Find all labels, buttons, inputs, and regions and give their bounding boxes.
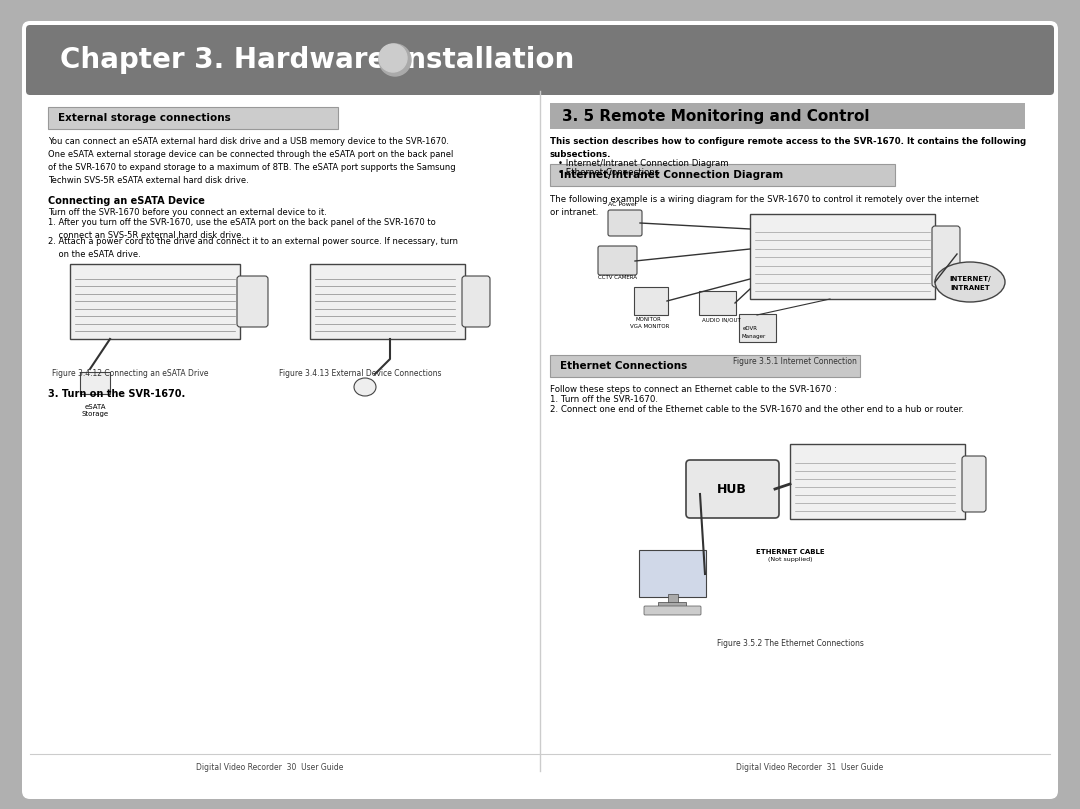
FancyBboxPatch shape	[639, 550, 706, 597]
Text: Figure 3.5.1 Internet Connection: Figure 3.5.1 Internet Connection	[733, 357, 856, 366]
FancyBboxPatch shape	[237, 276, 268, 327]
Text: Internet/Intranet Connection Diagram: Internet/Intranet Connection Diagram	[561, 170, 783, 180]
FancyBboxPatch shape	[699, 291, 735, 315]
Text: Figure 3.4.13 External Device Connections: Figure 3.4.13 External Device Connection…	[279, 369, 442, 378]
FancyBboxPatch shape	[550, 103, 1025, 129]
Text: Manager: Manager	[742, 333, 766, 338]
Text: Figure 3.4.12 Connecting an eSATA Drive: Figure 3.4.12 Connecting an eSATA Drive	[52, 369, 208, 378]
Text: This section describes how to configure remote access to the SVR-1670. It contai: This section describes how to configure …	[550, 137, 1026, 159]
Bar	[30, 71, 1050, 91]
Text: ETHERNET CABLE: ETHERNET CABLE	[756, 549, 824, 555]
Text: 3. Turn on the SVR-1670.: 3. Turn on the SVR-1670.	[48, 389, 186, 399]
FancyBboxPatch shape	[550, 164, 895, 186]
Text: 3. 5 Remote Monitoring and Control: 3. 5 Remote Monitoring and Control	[562, 108, 869, 124]
Ellipse shape	[354, 378, 376, 396]
Text: (Not supplied): (Not supplied)	[768, 557, 812, 562]
Bar	[669, 594, 678, 604]
Text: 1. After you turn off the SVR-1670, use the eSATA port on the back panel of the : 1. After you turn off the SVR-1670, use …	[48, 218, 435, 239]
Text: CCTV CAMERA: CCTV CAMERA	[598, 275, 637, 280]
Text: • Internet/Intranet Connection Diagram: • Internet/Intranet Connection Diagram	[558, 159, 729, 168]
FancyBboxPatch shape	[48, 107, 338, 129]
Circle shape	[379, 44, 411, 76]
Text: eDVR: eDVR	[743, 325, 758, 331]
Text: INTERNET/: INTERNET/	[949, 276, 990, 282]
FancyBboxPatch shape	[310, 264, 465, 339]
Text: eSATA
Storage: eSATA Storage	[81, 404, 109, 417]
FancyBboxPatch shape	[462, 276, 490, 327]
FancyBboxPatch shape	[962, 456, 986, 512]
Text: Follow these steps to connect an Ethernet cable to the SVR-1670 :: Follow these steps to connect an Etherne…	[550, 385, 837, 394]
Text: AC Power: AC Power	[608, 202, 637, 207]
Text: Figure 3.5.2 The Ethernet Connections: Figure 3.5.2 The Ethernet Connections	[716, 639, 863, 648]
FancyBboxPatch shape	[26, 25, 1054, 95]
FancyBboxPatch shape	[789, 444, 966, 519]
Text: MONITOR: MONITOR	[636, 317, 662, 322]
FancyBboxPatch shape	[598, 246, 637, 275]
FancyBboxPatch shape	[80, 372, 110, 394]
FancyBboxPatch shape	[550, 355, 860, 377]
Circle shape	[379, 44, 407, 72]
Text: AUDIO IN/OUT: AUDIO IN/OUT	[702, 317, 741, 322]
Text: Turn off the SVR-1670 before you connect an external device to it.: Turn off the SVR-1670 before you connect…	[48, 208, 327, 217]
Bar	[658, 602, 686, 606]
FancyBboxPatch shape	[739, 314, 777, 342]
Text: 2. Connect one end of the Ethernet cable to the SVR-1670 and the other end to a : 2. Connect one end of the Ethernet cable…	[550, 405, 964, 414]
Text: HUB: HUB	[717, 482, 747, 495]
Text: 2. Attach a power cord to the drive and connect it to an external power source. : 2. Attach a power cord to the drive and …	[48, 237, 458, 259]
Text: Digital Video Recorder  31  User Guide: Digital Video Recorder 31 User Guide	[737, 763, 883, 772]
Text: INTRANET: INTRANET	[950, 285, 990, 291]
Text: You can connect an eSATA external hard disk drive and a USB memory device to the: You can connect an eSATA external hard d…	[48, 137, 456, 184]
Text: 1. Turn off the SVR-1670.: 1. Turn off the SVR-1670.	[550, 395, 658, 404]
Ellipse shape	[935, 262, 1005, 302]
Text: Ethernet Connections: Ethernet Connections	[561, 361, 687, 371]
Text: External storage connections: External storage connections	[58, 113, 231, 123]
Text: • Ethernet Connections: • Ethernet Connections	[558, 168, 659, 177]
Text: The following example is a wiring diagram for the SVR-1670 to control it remotel: The following example is a wiring diagra…	[550, 195, 978, 217]
FancyBboxPatch shape	[634, 287, 669, 315]
FancyBboxPatch shape	[22, 21, 1058, 799]
FancyBboxPatch shape	[644, 606, 701, 615]
FancyBboxPatch shape	[70, 264, 240, 339]
Text: Connecting an eSATA Device: Connecting an eSATA Device	[48, 196, 205, 206]
FancyBboxPatch shape	[608, 210, 642, 236]
FancyBboxPatch shape	[750, 214, 935, 299]
Text: VGA MONITOR: VGA MONITOR	[630, 324, 670, 329]
FancyBboxPatch shape	[686, 460, 779, 518]
Text: Digital Video Recorder  30  User Guide: Digital Video Recorder 30 User Guide	[197, 763, 343, 772]
FancyBboxPatch shape	[932, 226, 960, 287]
Text: Chapter 3. Hardware Installation: Chapter 3. Hardware Installation	[60, 46, 575, 74]
